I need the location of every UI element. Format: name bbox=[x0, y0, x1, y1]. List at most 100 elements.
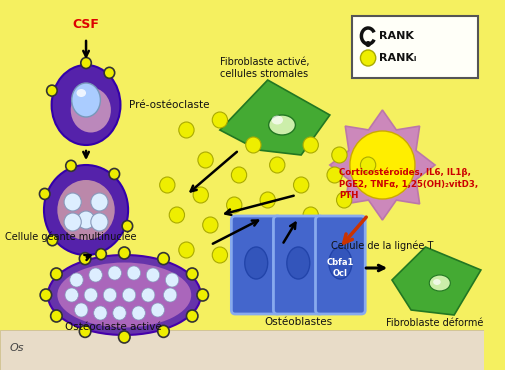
Circle shape bbox=[245, 137, 261, 153]
Circle shape bbox=[50, 268, 62, 280]
Ellipse shape bbox=[271, 115, 282, 124]
Text: RANK: RANK bbox=[378, 31, 413, 41]
Circle shape bbox=[193, 187, 208, 203]
Polygon shape bbox=[391, 247, 480, 315]
Circle shape bbox=[104, 67, 115, 78]
Ellipse shape bbox=[268, 115, 295, 135]
Circle shape bbox=[118, 247, 130, 259]
Circle shape bbox=[165, 273, 178, 287]
Circle shape bbox=[212, 247, 227, 263]
Circle shape bbox=[103, 288, 117, 302]
Circle shape bbox=[81, 57, 91, 68]
Circle shape bbox=[160, 177, 175, 193]
Ellipse shape bbox=[286, 247, 309, 279]
Ellipse shape bbox=[71, 87, 111, 132]
Circle shape bbox=[151, 303, 164, 317]
Circle shape bbox=[293, 177, 308, 193]
Circle shape bbox=[197, 152, 213, 168]
Circle shape bbox=[365, 41, 370, 47]
Circle shape bbox=[74, 303, 88, 317]
Circle shape bbox=[64, 213, 81, 231]
Circle shape bbox=[66, 160, 76, 171]
Ellipse shape bbox=[244, 247, 267, 279]
Circle shape bbox=[64, 193, 81, 211]
Circle shape bbox=[122, 288, 135, 302]
Circle shape bbox=[122, 221, 132, 232]
Circle shape bbox=[79, 325, 91, 337]
Circle shape bbox=[186, 268, 197, 280]
Circle shape bbox=[141, 288, 155, 302]
Circle shape bbox=[46, 85, 57, 96]
Circle shape bbox=[108, 266, 121, 280]
Circle shape bbox=[260, 192, 275, 208]
Circle shape bbox=[132, 306, 145, 320]
Circle shape bbox=[163, 288, 177, 302]
Circle shape bbox=[360, 50, 375, 66]
FancyBboxPatch shape bbox=[315, 216, 365, 314]
Circle shape bbox=[279, 240, 294, 256]
Text: Cellule géante multinuclée: Cellule géante multinuclée bbox=[5, 232, 136, 242]
Circle shape bbox=[65, 288, 78, 302]
Circle shape bbox=[360, 157, 375, 173]
Ellipse shape bbox=[47, 255, 200, 335]
Circle shape bbox=[95, 249, 106, 260]
Polygon shape bbox=[220, 80, 329, 155]
Ellipse shape bbox=[328, 247, 351, 279]
Circle shape bbox=[326, 167, 341, 183]
Circle shape bbox=[91, 213, 108, 231]
Ellipse shape bbox=[432, 279, 440, 285]
Circle shape bbox=[39, 188, 50, 199]
Text: Fibroblaste déformé: Fibroblaste déformé bbox=[385, 318, 483, 328]
Circle shape bbox=[349, 131, 414, 199]
Circle shape bbox=[109, 168, 119, 179]
Circle shape bbox=[93, 306, 107, 320]
Circle shape bbox=[118, 331, 130, 343]
Circle shape bbox=[169, 207, 184, 223]
Text: Cbfa1
Ocl: Cbfa1 Ocl bbox=[326, 258, 354, 278]
Ellipse shape bbox=[428, 275, 449, 291]
FancyBboxPatch shape bbox=[273, 216, 323, 314]
Text: Ostéoblastes: Ostéoblastes bbox=[264, 317, 332, 327]
Text: Cellule de la lignée T: Cellule de la lignée T bbox=[331, 240, 433, 250]
Circle shape bbox=[203, 217, 218, 233]
FancyBboxPatch shape bbox=[231, 216, 281, 314]
Circle shape bbox=[236, 227, 251, 243]
Circle shape bbox=[113, 306, 126, 320]
Circle shape bbox=[212, 112, 227, 128]
Polygon shape bbox=[329, 110, 434, 220]
Text: RANKₗ: RANKₗ bbox=[378, 53, 415, 63]
Text: Fibroblaste activé,
cellules stromales: Fibroblaste activé, cellules stromales bbox=[220, 57, 309, 79]
Text: Os: Os bbox=[10, 343, 24, 353]
Circle shape bbox=[146, 268, 160, 282]
Bar bbox=[0, 330, 483, 370]
Text: Ostéoclaste activé: Ostéoclaste activé bbox=[65, 322, 162, 332]
Circle shape bbox=[196, 289, 208, 301]
Circle shape bbox=[50, 310, 62, 322]
Circle shape bbox=[231, 167, 246, 183]
Circle shape bbox=[89, 268, 102, 282]
Circle shape bbox=[186, 310, 197, 322]
Circle shape bbox=[70, 273, 83, 287]
Ellipse shape bbox=[72, 83, 100, 117]
Ellipse shape bbox=[44, 165, 128, 255]
Circle shape bbox=[226, 197, 241, 213]
Circle shape bbox=[40, 289, 52, 301]
Circle shape bbox=[47, 235, 58, 246]
Circle shape bbox=[302, 207, 318, 223]
Circle shape bbox=[91, 193, 108, 211]
Circle shape bbox=[158, 325, 169, 337]
Circle shape bbox=[79, 253, 91, 265]
Text: CSF: CSF bbox=[72, 18, 99, 31]
Circle shape bbox=[245, 252, 261, 268]
Circle shape bbox=[269, 220, 284, 236]
Circle shape bbox=[336, 192, 351, 208]
Circle shape bbox=[178, 122, 194, 138]
Text: Corticostéroïdes, IL6, IL1β,
PGE2, TNFα, 1,25(OH)₂vitD3,
PTH: Corticostéroïdes, IL6, IL1β, PGE2, TNFα,… bbox=[339, 168, 478, 200]
Circle shape bbox=[178, 242, 194, 258]
Circle shape bbox=[302, 137, 318, 153]
Ellipse shape bbox=[76, 89, 86, 97]
Circle shape bbox=[331, 147, 346, 163]
Circle shape bbox=[158, 253, 169, 265]
FancyBboxPatch shape bbox=[351, 16, 477, 78]
Circle shape bbox=[84, 288, 97, 302]
